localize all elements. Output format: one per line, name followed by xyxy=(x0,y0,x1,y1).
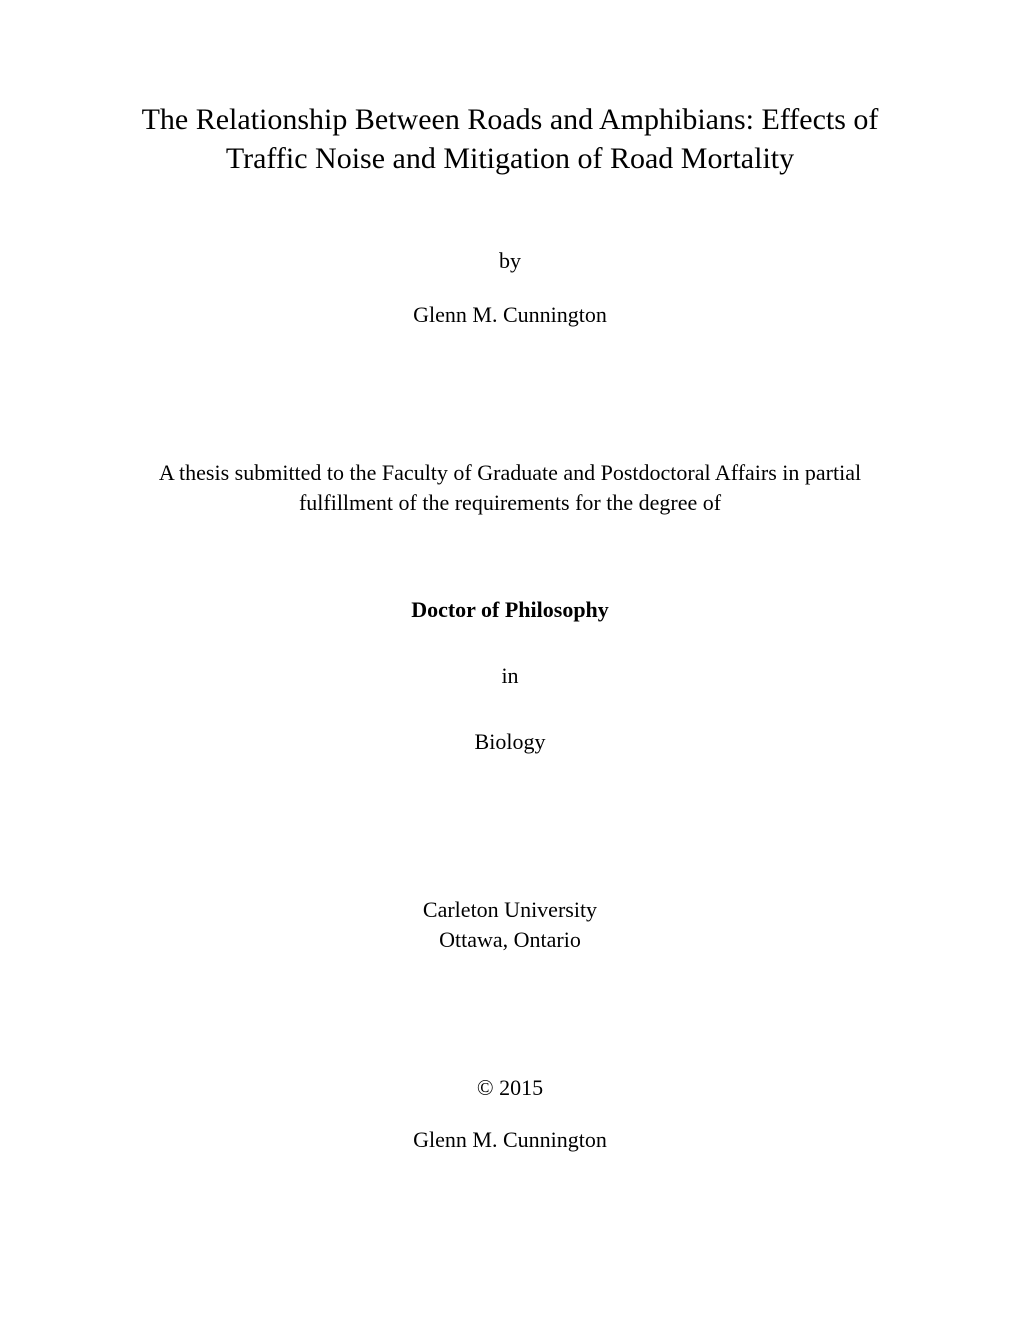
field-of-study: Biology xyxy=(120,729,900,755)
degree-name: Doctor of Philosophy xyxy=(120,597,900,623)
title-page: The Relationship Between Roads and Amphi… xyxy=(120,100,900,1240)
university-name: Carleton University xyxy=(120,895,900,925)
by-label: by xyxy=(120,248,900,274)
copyright-year: © 2015 xyxy=(120,1075,900,1101)
copyright-author: Glenn M. Cunnington xyxy=(120,1127,900,1153)
thesis-title: The Relationship Between Roads and Amphi… xyxy=(120,100,900,178)
submission-statement: A thesis submitted to the Faculty of Gra… xyxy=(120,458,900,517)
university-location: Ottawa, Ontario xyxy=(120,925,900,955)
in-label: in xyxy=(120,663,900,689)
author-name: Glenn M. Cunnington xyxy=(120,302,900,328)
